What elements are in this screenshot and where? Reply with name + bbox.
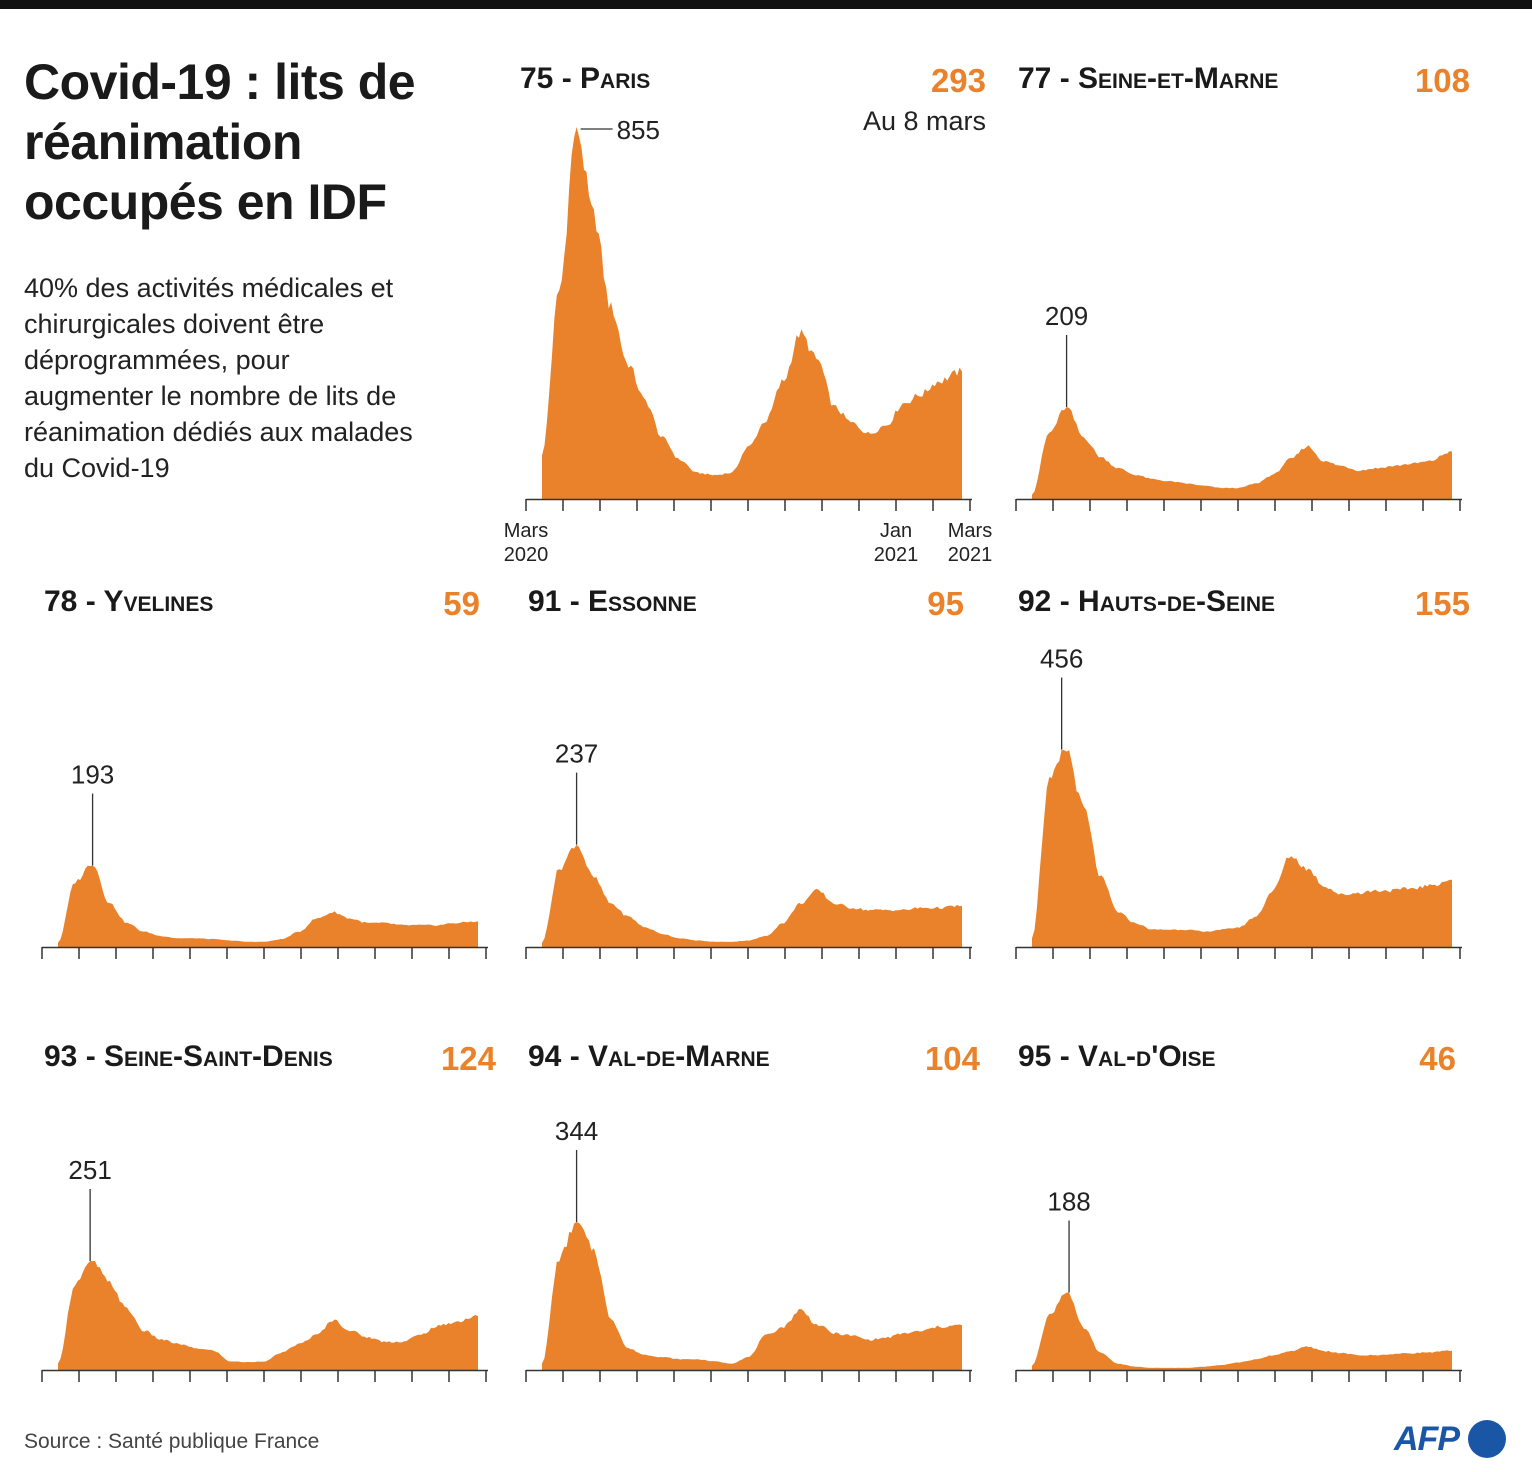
area-series (542, 844, 962, 947)
area-series (58, 865, 478, 947)
area-chart: 855 (525, 115, 972, 511)
area-chart: 193 (41, 760, 488, 959)
panel-title: 77 - Seine-et-Marne (1018, 62, 1279, 95)
source-note: Source : Santé publique France (24, 1430, 320, 1453)
top-rule (0, 0, 1532, 9)
chart-panel-hauts-de-seine: 92 - Hauts-de-Seine 155 456 (1015, 585, 1470, 965)
area-series (542, 1222, 962, 1370)
chart-panel-seine-et-marne: 77 - Seine-et-Marne 108 209 (1015, 62, 1470, 572)
afp-logo-text: AFP (1394, 1420, 1460, 1458)
chart-panel-yvelines: 78 - Yvelines 59 193 (41, 585, 488, 965)
peak-label: 344 (555, 1116, 598, 1146)
area-series (1032, 1292, 1452, 1370)
area-series (1032, 749, 1452, 947)
area-chart: 209 (1015, 301, 1462, 511)
area-chart: 456 (1015, 644, 1462, 959)
peak-label: 855 (617, 115, 660, 145)
current-value: 155 (1414, 585, 1470, 622)
chart-panel-val-d-oise: 95 - Val-d'Oise 46 188 (1015, 1040, 1462, 1390)
x-tick-label-line: Mars (947, 520, 993, 542)
chart-panel-seine-saint-denis: 93 - Seine-Saint-Denis 124 251 (41, 1040, 496, 1390)
current-value-note: Au 8 mars (862, 106, 986, 136)
area-chart: 237 (525, 739, 972, 959)
afp-logo-dot (1468, 1420, 1506, 1458)
current-value: 108 (1414, 62, 1470, 99)
panel-title: 94 - Val-de-Marne (528, 1040, 770, 1073)
peak-label: 193 (71, 760, 114, 790)
panel-title: 95 - Val-d'Oise (1018, 1040, 1216, 1073)
area-chart: 251 (41, 1155, 488, 1382)
x-tick-label-line: 2021 (947, 544, 993, 566)
current-value: 95 (927, 585, 964, 622)
x-tick-label: Mars 2020 (491, 519, 561, 567)
current-value: 46 (1419, 1040, 1456, 1077)
current-value: 293 (930, 62, 986, 99)
peak-label: 209 (1045, 301, 1088, 331)
area-series (542, 127, 962, 499)
panel-title: 78 - Yvelines (44, 585, 214, 618)
panel-title: 75 - Paris (520, 62, 651, 95)
current-value: 124 (440, 1040, 496, 1077)
area-chart: 344 (525, 1116, 972, 1382)
x-tick-label-line: 2020 (503, 544, 549, 566)
x-tick-label: Mars 2021 (935, 519, 1005, 567)
page-subtitle: 40% des activités médicales et chirurgic… (24, 273, 413, 483)
peak-label: 237 (555, 739, 598, 769)
chart-panel-essonne: 91 - Essonne 95 237 (525, 585, 972, 965)
x-tick-label-line: 2021 (873, 544, 919, 566)
current-value: 59 (443, 585, 480, 622)
peak-label: 251 (68, 1155, 111, 1185)
area-series (58, 1261, 478, 1370)
current-value: 104 (924, 1040, 980, 1077)
chart-panel-val-de-marne: 94 - Val-de-Marne 104 344 (525, 1040, 980, 1390)
x-tick-label-line: Mars (503, 520, 549, 542)
page-title: Covid-19 : lits de réanimation occupés e… (24, 54, 416, 230)
panel-title: 91 - Essonne (528, 585, 697, 618)
area-chart: 188 (1015, 1187, 1462, 1382)
x-tick-label: Jan 2021 (861, 519, 931, 567)
panel-title: 93 - Seine-Saint-Denis (44, 1040, 333, 1073)
x-tick-label-line: Jan (879, 520, 913, 542)
panel-title: 92 - Hauts-de-Seine (1018, 585, 1276, 618)
area-series (1032, 407, 1452, 499)
peak-label: 188 (1047, 1187, 1090, 1217)
afp-logo: AFP (1394, 1418, 1510, 1462)
peak-label: 456 (1040, 644, 1083, 674)
chart-panel-paris: 75 - Paris 293 Au 8 mars 855 Mars 2020 Jan 2021… (504, 62, 993, 572)
